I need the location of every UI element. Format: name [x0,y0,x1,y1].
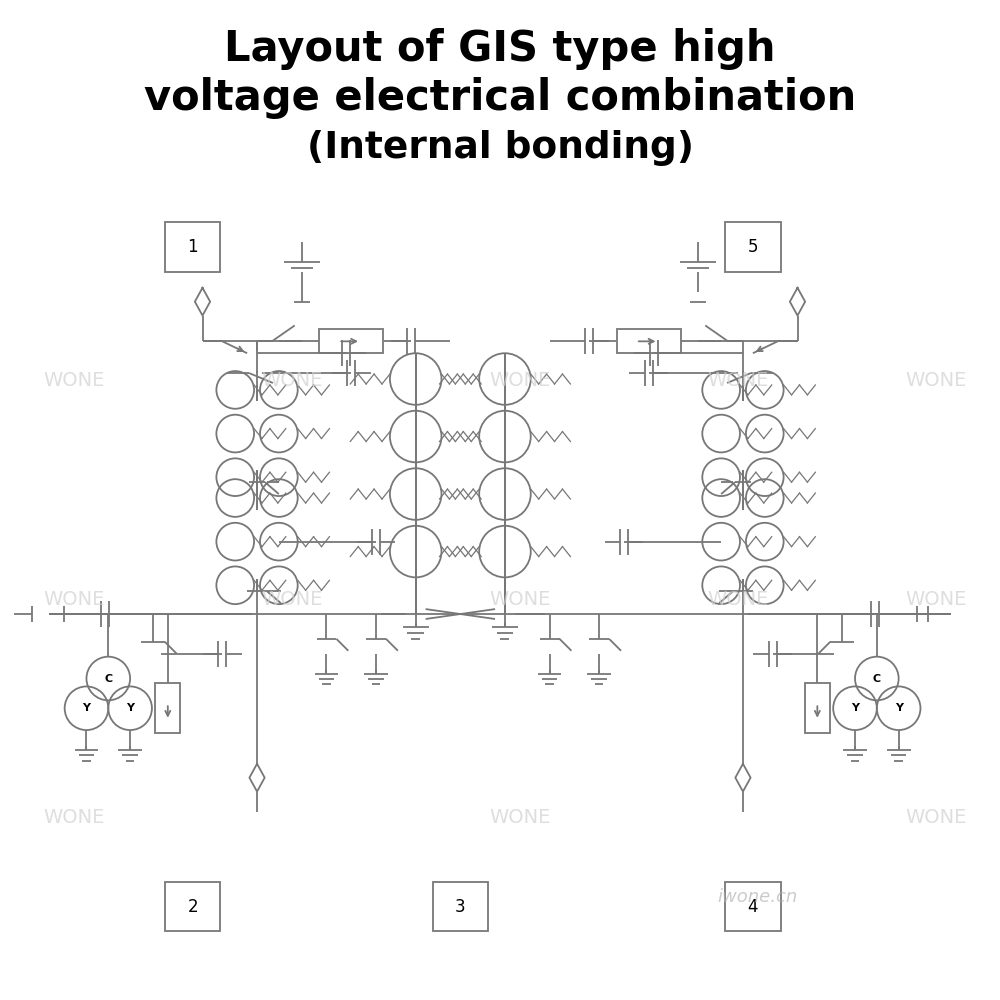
Bar [165,222,220,272]
Text: WONE: WONE [261,590,322,609]
Text: C: C [104,674,112,684]
Text: WONE: WONE [43,590,104,609]
Text: WONE: WONE [906,371,967,390]
Text: WONE: WONE [261,371,322,390]
Text: Layout of GIS type high: Layout of GIS type high [224,28,776,70]
Text: iwone.cn: iwone.cn [718,888,798,906]
Bar [805,683,830,733]
Text: 1: 1 [187,238,198,256]
Bar [725,222,781,272]
Text: 3: 3 [455,898,466,916]
Bar [433,882,488,931]
Text: WONE: WONE [707,371,769,390]
Text: Y: Y [126,703,134,713]
Text: WONE: WONE [489,590,551,609]
Text: Y: Y [895,703,903,713]
Text: WONE: WONE [489,371,551,390]
Text: 5: 5 [748,238,758,256]
Text: Y: Y [851,703,859,713]
Bar [165,882,220,931]
Text: WONE: WONE [43,371,104,390]
Bar [725,882,781,931]
Text: voltage electrical combination: voltage electrical combination [144,77,856,119]
Bar [319,329,383,353]
Text: WONE: WONE [906,590,967,609]
Text: WONE: WONE [906,808,967,827]
Text: WONE: WONE [707,590,769,609]
Text: Y: Y [82,703,90,713]
Text: WONE: WONE [43,808,104,827]
Text: (Internal bonding): (Internal bonding) [307,130,694,166]
Text: 2: 2 [187,898,198,916]
Text: C: C [873,674,881,684]
Bar [617,329,681,353]
Text: WONE: WONE [489,808,551,827]
Bar [155,683,180,733]
Text: 4: 4 [748,898,758,916]
